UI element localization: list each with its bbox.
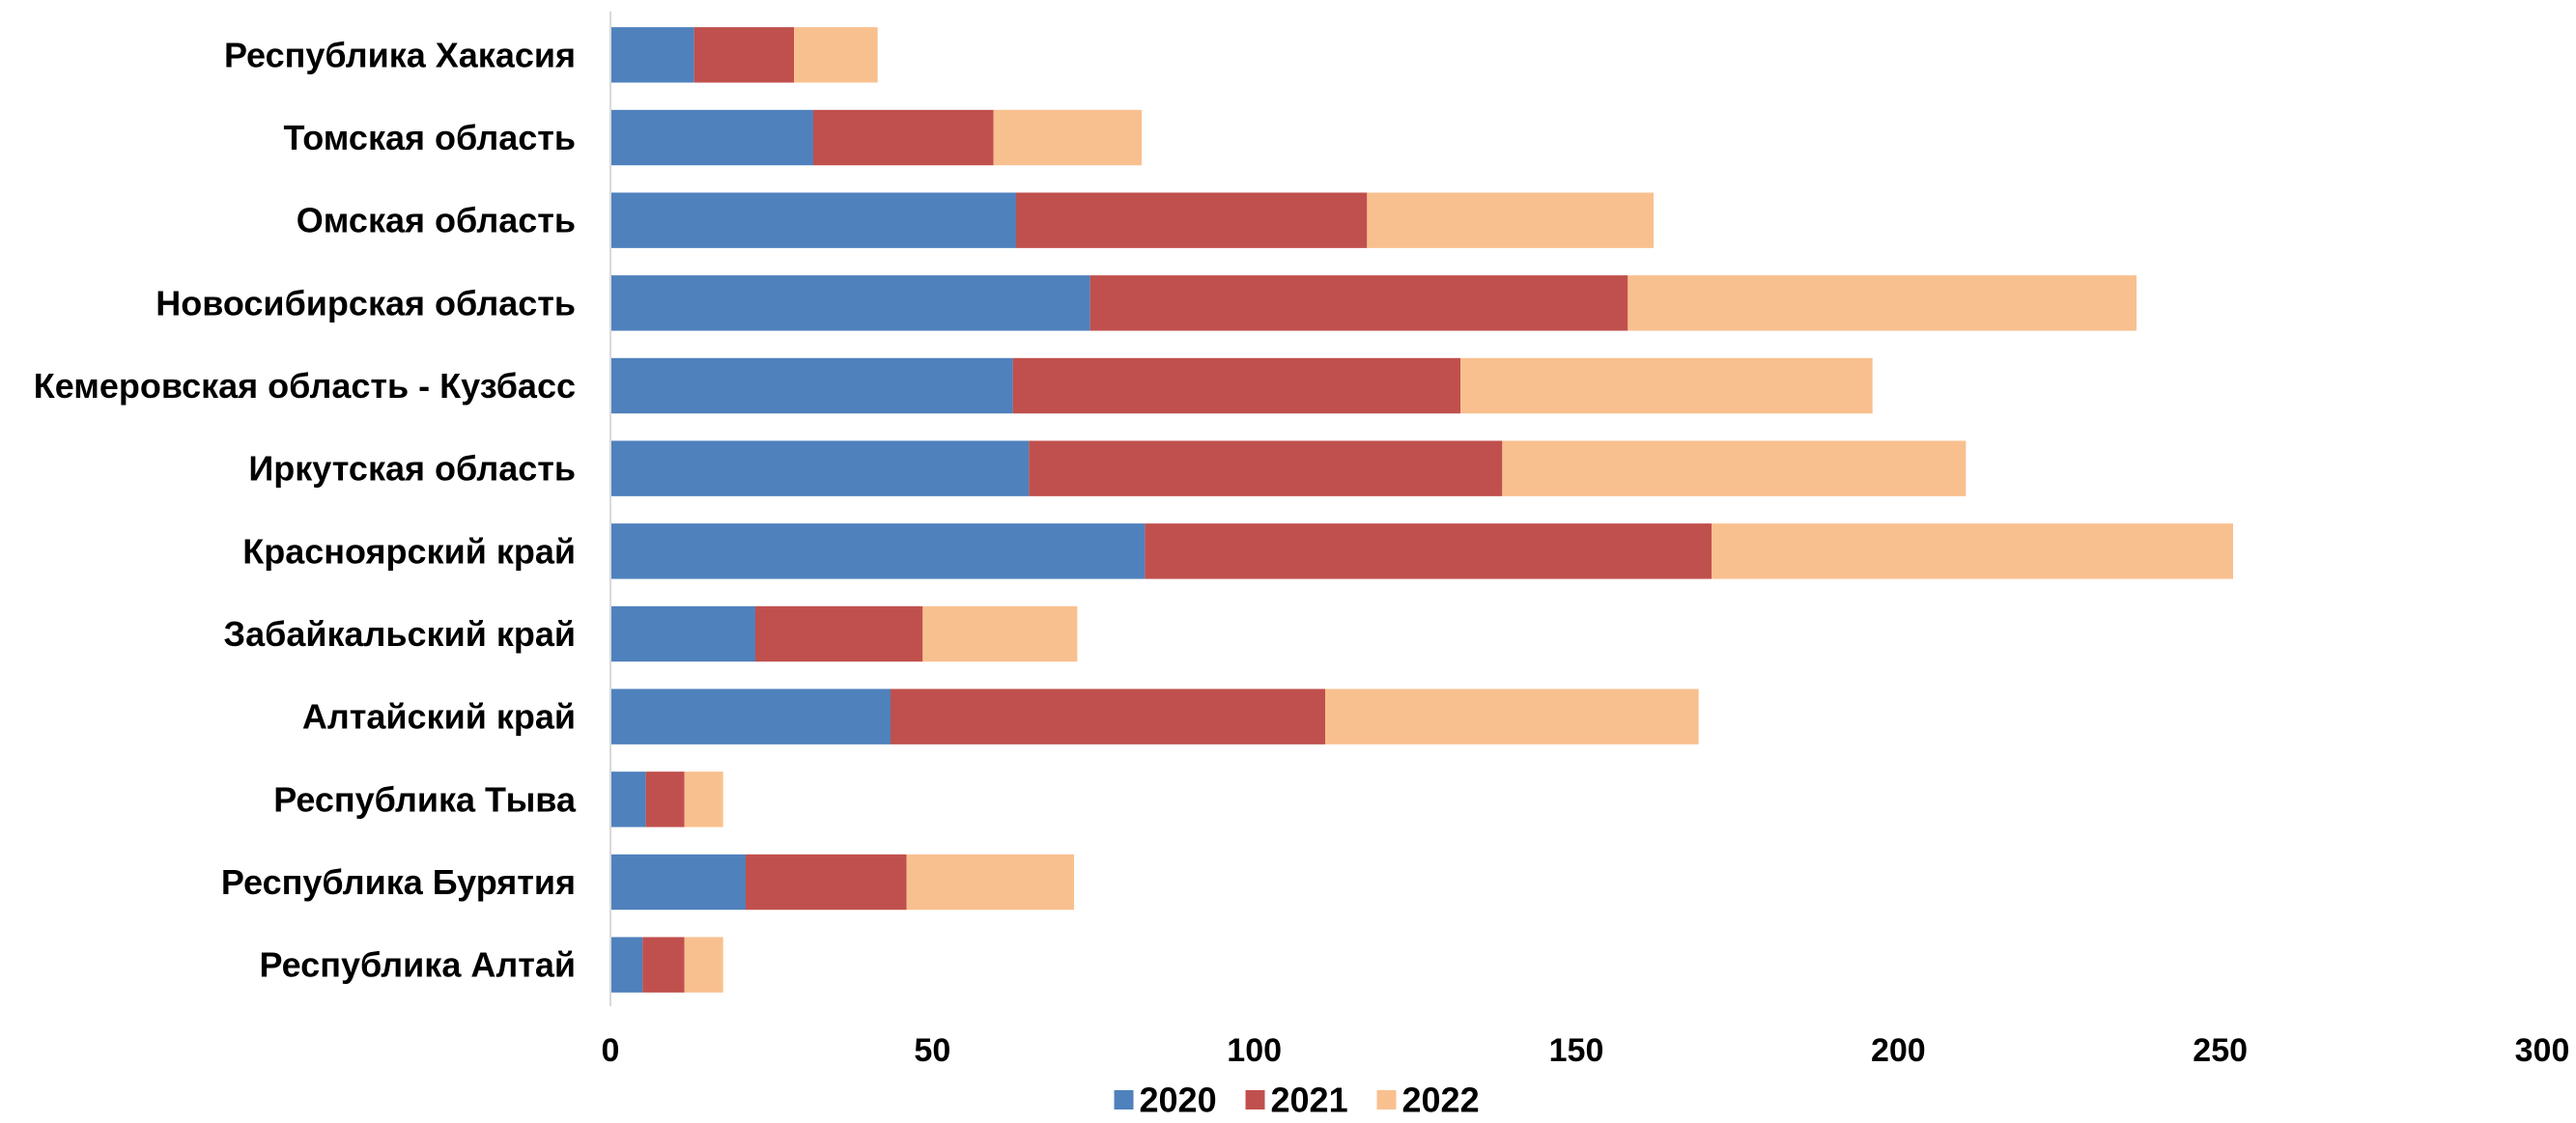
category-label: Алтайский край — [302, 697, 576, 737]
category-label: Кемеровская область - Кузбасс — [34, 366, 576, 406]
bar-2020-1 — [610, 109, 813, 166]
bar-2021-7 — [755, 605, 923, 662]
bar-2022-4 — [1460, 357, 1873, 414]
bar-2021-5 — [1029, 440, 1503, 496]
bar-2020-10 — [610, 854, 746, 911]
bar-2022-6 — [1712, 523, 2233, 579]
x-tick-label: 0 — [602, 1032, 620, 1069]
bar-2021-8 — [891, 688, 1325, 744]
bar-2020-0 — [610, 27, 694, 83]
x-tick-label: 250 — [2193, 1032, 2248, 1069]
bar-2021-2 — [1016, 192, 1368, 248]
x-tick-label: 100 — [1227, 1032, 1282, 1069]
bar-2020-7 — [610, 605, 755, 662]
category-label: Забайкальский край — [224, 614, 576, 654]
category-label: Красноярский край — [242, 531, 576, 571]
bar-2022-10 — [906, 854, 1074, 911]
bar-2022-11 — [684, 937, 723, 993]
bar-2022-1 — [993, 109, 1142, 166]
category-label: Томская область — [284, 118, 576, 157]
bar-2020-11 — [610, 937, 643, 993]
bar-2021-0 — [694, 27, 794, 83]
bar-2020-2 — [610, 192, 1016, 248]
legend: 2020 2021 2022 — [1114, 1081, 1480, 1120]
category-label: Республика Алтай — [260, 945, 576, 985]
bar-2020-8 — [610, 688, 891, 744]
category-label: Иркутская область — [248, 449, 576, 489]
legend-label-2022: 2022 — [1402, 1081, 1480, 1120]
legend-swatch-2022 — [1376, 1090, 1397, 1109]
category-label: Республика Тыва — [273, 779, 577, 819]
legend-label-2020: 2020 — [1140, 1081, 1217, 1120]
legend-swatch-2020 — [1114, 1090, 1134, 1109]
category-label: Омская область — [297, 201, 576, 240]
bar-2022-2 — [1367, 192, 1654, 248]
bar-2022-7 — [922, 605, 1078, 662]
bar-2021-4 — [1012, 357, 1460, 414]
legend-label-2021: 2021 — [1271, 1081, 1348, 1120]
x-tick-label: 300 — [2515, 1032, 2570, 1069]
bar-2021-6 — [1145, 523, 1712, 579]
bar-2020-3 — [610, 275, 1090, 331]
bar-2020-6 — [610, 523, 1146, 579]
bar-2021-1 — [813, 109, 994, 166]
x-tick-label: 200 — [1871, 1032, 1926, 1069]
bar-2020-4 — [610, 357, 1013, 414]
bar-2022-8 — [1325, 688, 1699, 744]
category-label: Новосибирская область — [156, 283, 576, 323]
bar-2020-5 — [610, 440, 1030, 496]
bar-2021-11 — [642, 937, 685, 993]
x-tick-label: 150 — [1549, 1032, 1604, 1069]
legend-swatch-2021 — [1245, 1090, 1265, 1109]
bar-2022-0 — [794, 27, 878, 83]
bar-2022-9 — [684, 772, 723, 828]
bar-2022-3 — [1628, 275, 2137, 331]
category-labels: Республика Хакасия Томская область Омская … — [34, 35, 577, 984]
category-label: Республика Бурятия — [221, 862, 576, 902]
bars-layer — [610, 27, 2233, 993]
category-label: Республика Хакасия — [224, 35, 576, 74]
bar-2022-5 — [1502, 440, 1967, 496]
bar-2021-9 — [645, 772, 685, 828]
x-tick-labels: 0 50 100 150 200 250 300 — [602, 1032, 2570, 1069]
x-tick-label: 50 — [914, 1032, 950, 1069]
bar-2020-9 — [610, 772, 646, 828]
bar-2021-3 — [1090, 275, 1628, 331]
bar-2021-10 — [746, 854, 907, 911]
